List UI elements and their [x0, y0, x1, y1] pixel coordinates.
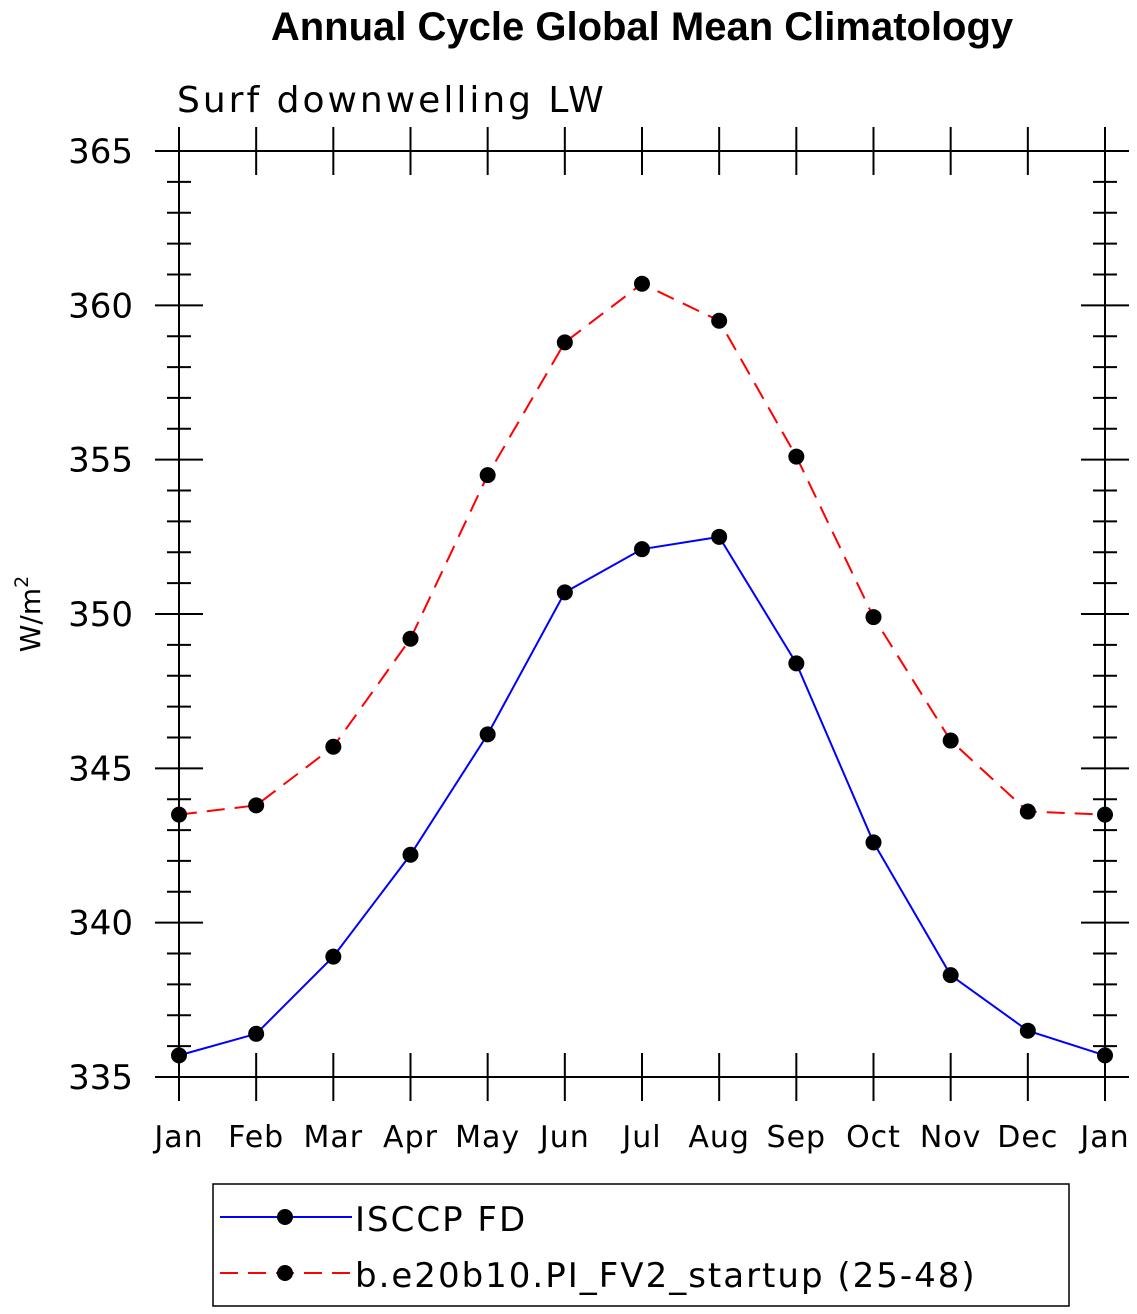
x-tick-label: Apr — [383, 1120, 438, 1155]
series-1-point — [248, 797, 265, 814]
axis-ticks — [155, 127, 1129, 1101]
series-1-point — [711, 312, 728, 329]
x-tick-label: Jan — [1078, 1120, 1129, 1155]
series-1-point — [788, 448, 805, 465]
x-tick-label: Mar — [304, 1120, 364, 1155]
legend-marker-model — [277, 1265, 293, 1281]
series-0-point — [634, 541, 650, 558]
x-tick-label: Dec — [997, 1120, 1058, 1155]
y-tick-labels: 335 340 345 350 355 360 365 — [68, 132, 133, 1098]
series-0-point — [325, 948, 342, 965]
series-1-point — [479, 467, 496, 484]
x-tick-label: Sep — [767, 1120, 827, 1155]
y-tick-label: 365 — [68, 132, 133, 172]
series-0-point — [711, 528, 728, 545]
series-line-0 — [178, 535, 1106, 1057]
y-tick-label: 355 — [68, 441, 133, 481]
y-tick-label: 360 — [68, 286, 133, 326]
series-1-point — [556, 334, 573, 351]
series-0-point — [1019, 1022, 1036, 1039]
y-axis-label: W/m2 — [11, 576, 47, 653]
legend: ISCCP FD b.e20b10.PI_FV2_startup (25-48) — [212, 1183, 1070, 1307]
legend-label-model: b.e20b10.PI_FV2_startup (25-48) — [355, 1256, 977, 1296]
series-0-point — [248, 1025, 265, 1042]
x-tick-label: May — [455, 1120, 520, 1155]
series-0-point — [942, 967, 959, 984]
series-0-point — [556, 584, 573, 601]
series-1-point — [402, 630, 419, 647]
x-tick-label: Feb — [228, 1120, 284, 1155]
legend-marker-isccp — [277, 1209, 293, 1225]
y-tick-label: 345 — [68, 749, 133, 789]
chart-subtitle: Surf downwelling LW — [177, 80, 607, 121]
x-tick-label: Oct — [846, 1120, 901, 1155]
x-tick-label: Jul — [620, 1120, 661, 1155]
y-tick-label: 335 — [68, 1058, 133, 1098]
series-0-point — [865, 834, 882, 851]
legend-label-isccp: ISCCP FD — [355, 1200, 527, 1240]
x-tick-label: Jan — [152, 1120, 203, 1155]
series-1-point — [634, 275, 650, 292]
x-tick-labels: Jan Feb Mar Apr May Jun Jul Aug Sep Oct Nov Dec Jan — [152, 1120, 1129, 1155]
series-0-point — [788, 655, 805, 672]
x-tick-label: Nov — [920, 1120, 982, 1155]
series-0-point — [402, 846, 419, 863]
series-layer — [171, 275, 1113, 1064]
x-tick-label: Aug — [688, 1120, 750, 1155]
series-1-point — [325, 738, 342, 755]
y-tick-label: 350 — [68, 595, 133, 635]
plot-frame — [178, 150, 1106, 1078]
x-tick-label: Jun — [538, 1120, 590, 1155]
series-1-point — [942, 732, 959, 749]
series-1-point — [865, 609, 882, 626]
y-tick-label: 340 — [68, 904, 133, 944]
chart-title: Annual Cycle Global Mean Climatology — [271, 5, 1014, 49]
legend-box — [212, 1183, 1070, 1307]
series-1-point — [1019, 803, 1036, 820]
series-0-point — [479, 726, 496, 743]
